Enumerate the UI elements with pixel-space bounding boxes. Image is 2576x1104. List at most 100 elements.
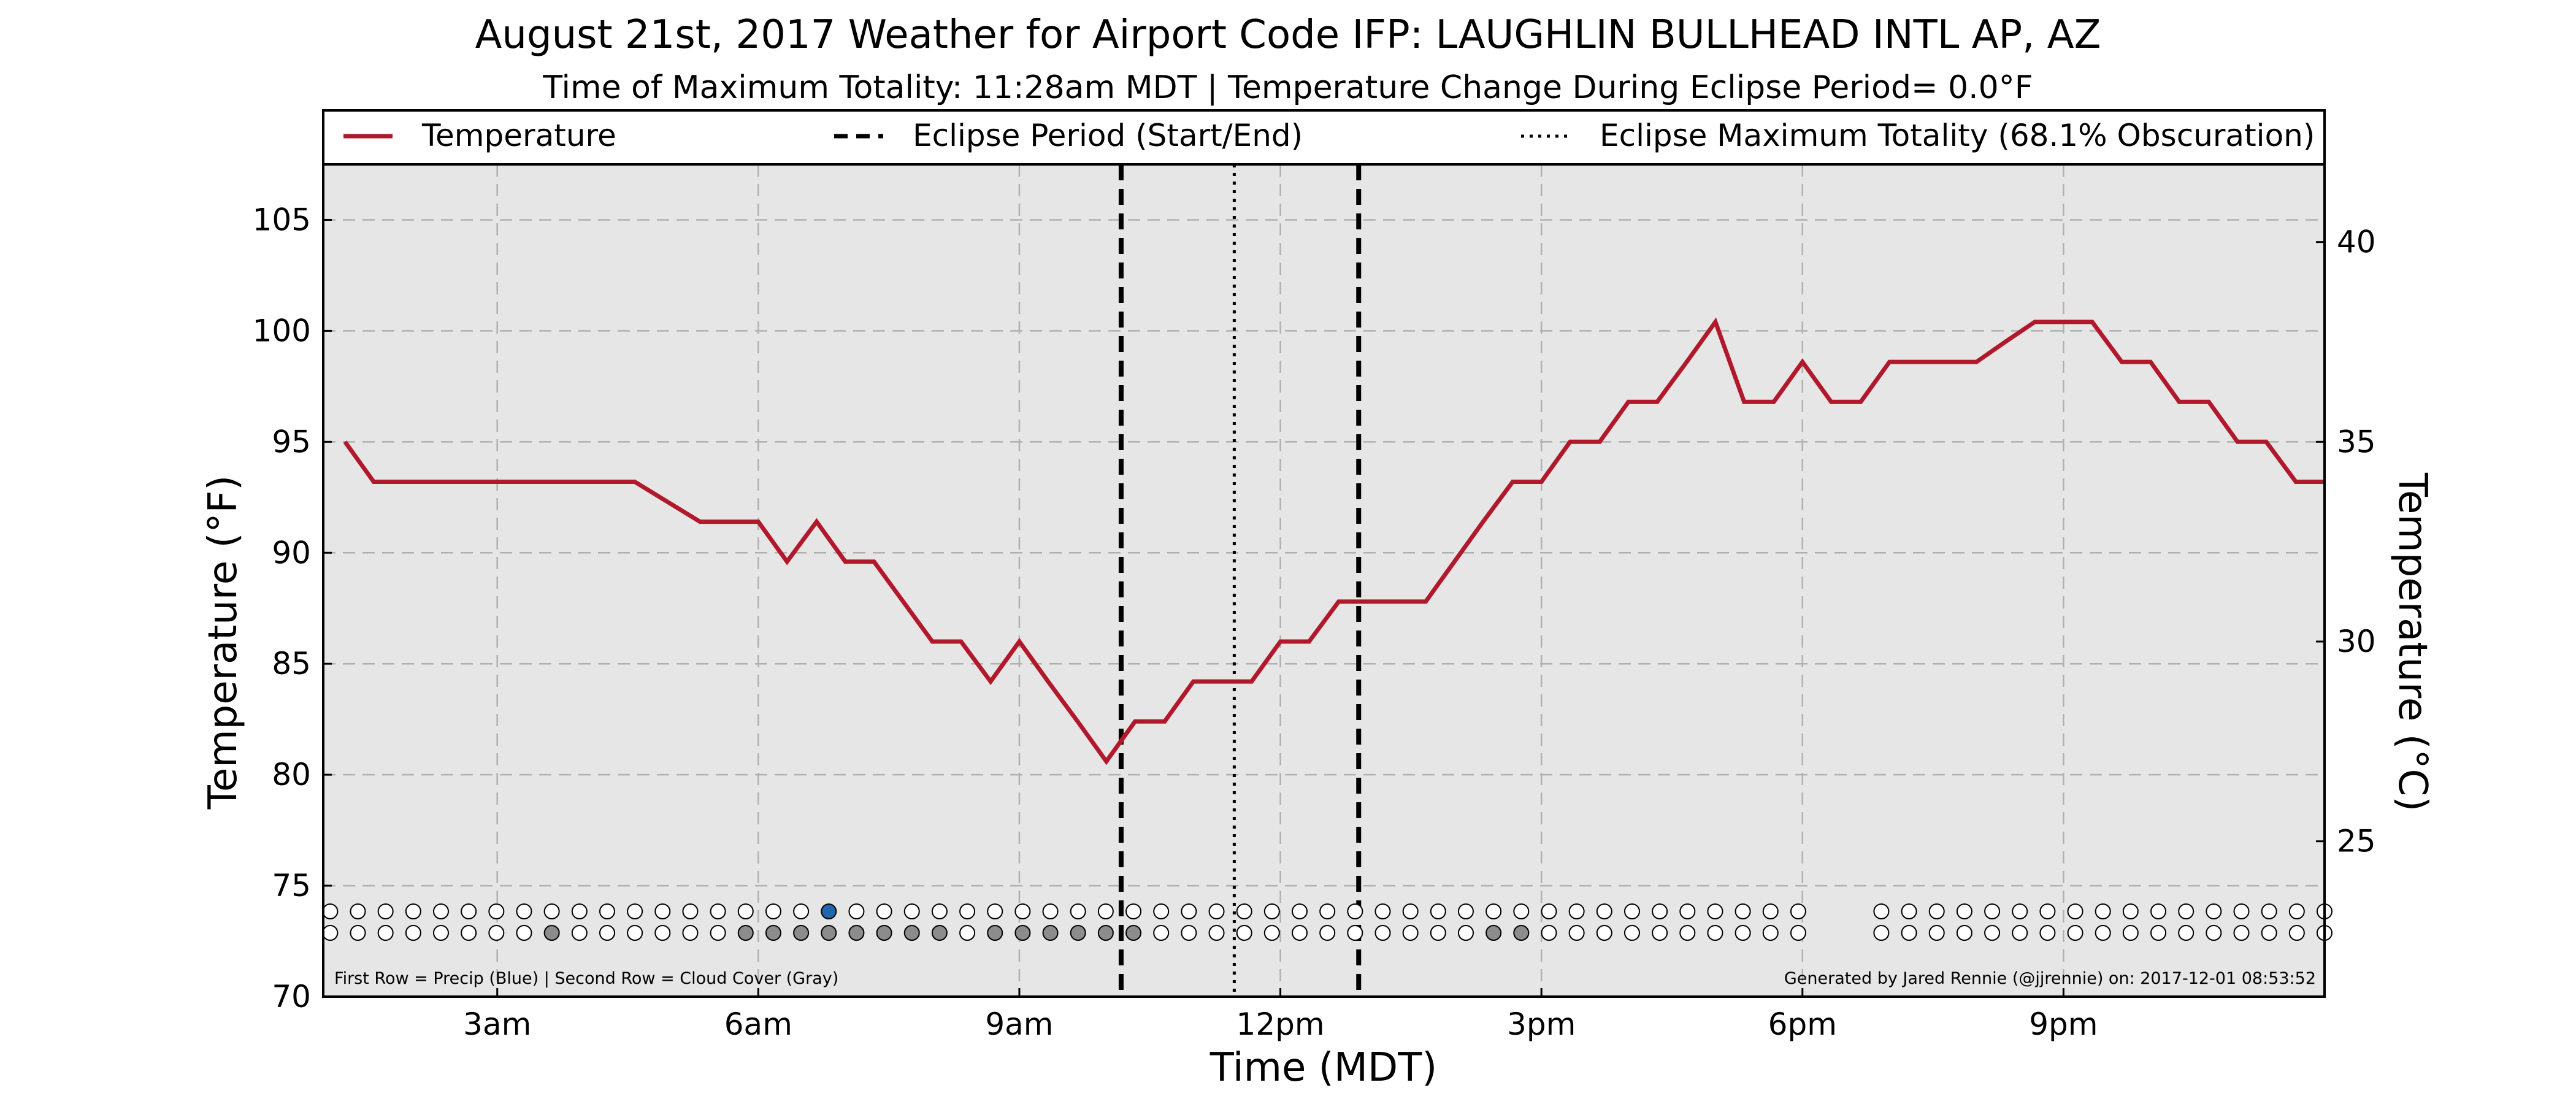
cloud-dot xyxy=(1707,925,1723,941)
cloud-dot xyxy=(461,925,477,941)
precip-dot xyxy=(599,903,615,919)
plot-area xyxy=(323,164,2325,997)
precip-dot xyxy=(1928,903,1945,919)
cloud-dot xyxy=(848,925,865,941)
y-tick-label-left: 70 xyxy=(272,979,311,1014)
x-tick-label: 6pm xyxy=(1768,1006,1837,1042)
legend-label-temperature: Temperature xyxy=(421,118,616,153)
precip-dot xyxy=(1125,903,1142,919)
precip-dot xyxy=(1430,903,1446,919)
precip-dot xyxy=(1153,903,1170,919)
y-axis-title-left: Temperature (°F) xyxy=(201,475,246,810)
cloud-dot xyxy=(1153,925,1170,941)
cloud-dot xyxy=(2012,925,2028,941)
y-tick-label-right: 30 xyxy=(2337,624,2376,659)
cloud-dot xyxy=(2095,925,2111,941)
precip-dot xyxy=(2039,903,2056,919)
y-tick-label-left: 80 xyxy=(272,757,311,792)
precip-dot xyxy=(1263,903,1280,919)
precip-dot xyxy=(377,903,394,919)
precip-dot xyxy=(737,903,754,919)
y-tick-label-left: 105 xyxy=(253,202,311,237)
cloud-dot xyxy=(1928,925,1945,941)
y-tick-label-left: 75 xyxy=(272,868,311,903)
precip-dot xyxy=(1873,903,1890,919)
precip-dot xyxy=(2150,903,2167,919)
precip-dot xyxy=(793,903,810,919)
precip-dot xyxy=(1347,903,1363,919)
precip-dot xyxy=(710,903,726,919)
x-tick-label: 9am xyxy=(985,1006,1053,1042)
cloud-dot xyxy=(931,925,948,941)
precip-dot xyxy=(1208,903,1225,919)
cloud-dot xyxy=(959,925,976,941)
cloud-dot xyxy=(2039,925,2056,941)
precip-dot xyxy=(322,903,339,919)
cloud-dot xyxy=(377,925,394,941)
precip-dot xyxy=(571,903,588,919)
precip-dot xyxy=(931,903,948,919)
precip-dot xyxy=(1319,903,1336,919)
cloud-dot xyxy=(1513,925,1530,941)
cloud-dot xyxy=(2067,925,2083,941)
precip-dot xyxy=(2288,903,2305,919)
cloud-dot xyxy=(2122,925,2139,941)
cloud-dot xyxy=(654,925,671,941)
precip-dot xyxy=(2012,903,2028,919)
cloud-dot xyxy=(1042,925,1059,941)
precip-dot xyxy=(1901,903,1917,919)
y-tick-label-right: 40 xyxy=(2337,224,2376,260)
cloud-dot xyxy=(1430,925,1446,941)
precip-dot xyxy=(876,903,892,919)
precip-dot xyxy=(821,903,837,919)
cloud-dot xyxy=(432,925,449,941)
precip-dot xyxy=(350,903,366,919)
x-tick-label: 3am xyxy=(463,1006,531,1042)
precip-dot xyxy=(1513,903,1530,919)
precip-dot xyxy=(2067,903,2083,919)
cloud-dot xyxy=(571,925,588,941)
cloud-dot xyxy=(1181,925,1197,941)
cloud-dot xyxy=(1457,925,1474,941)
cloud-dot xyxy=(876,925,892,941)
cloud-dot xyxy=(488,925,505,941)
cloud-dot xyxy=(405,925,421,941)
precip-dot xyxy=(1457,903,1474,919)
cloud-dot xyxy=(2261,925,2277,941)
precip-dot xyxy=(1596,903,1612,919)
precip-dot xyxy=(2122,903,2139,919)
cloud-dot xyxy=(682,925,699,941)
cloud-dot xyxy=(1596,925,1612,941)
precip-dot xyxy=(1181,903,1197,919)
precip-dot xyxy=(765,903,781,919)
y-tick-label-left: 90 xyxy=(272,535,311,570)
x-tick-label: 9pm xyxy=(2029,1006,2098,1042)
precip-dot xyxy=(903,903,920,919)
precip-dot xyxy=(1042,903,1059,919)
precip-dot xyxy=(432,903,449,919)
cloud-dot xyxy=(1735,925,1751,941)
cloud-dot xyxy=(2150,925,2167,941)
temperature-line xyxy=(343,317,2325,765)
y-tick-label-left: 95 xyxy=(272,424,311,459)
precip-dot xyxy=(1735,903,1751,919)
cloud-dot xyxy=(599,925,615,941)
cloud-dot xyxy=(1070,925,1086,941)
cloud-dot xyxy=(1014,925,1031,941)
cloud-dot xyxy=(2288,925,2305,941)
legend: Temperature Eclipse Period (Start/End) E… xyxy=(343,118,2315,153)
cloud-dot xyxy=(1402,925,1419,941)
cloud-dot xyxy=(1873,925,1890,941)
cloud-dot xyxy=(737,925,754,941)
grid-lines xyxy=(323,164,2325,997)
y-axis-title-right: Temperature (°C) xyxy=(2390,472,2435,811)
cloud-dot xyxy=(1679,925,1696,941)
cloud-dot xyxy=(1097,925,1114,941)
x-tick-label: 6am xyxy=(724,1006,792,1042)
observation-dots xyxy=(322,903,2333,941)
precip-dot xyxy=(987,903,1003,919)
cloud-dot xyxy=(2178,925,2195,941)
precip-dot xyxy=(654,903,671,919)
x-tick-label: 12pm xyxy=(1236,1006,1325,1042)
